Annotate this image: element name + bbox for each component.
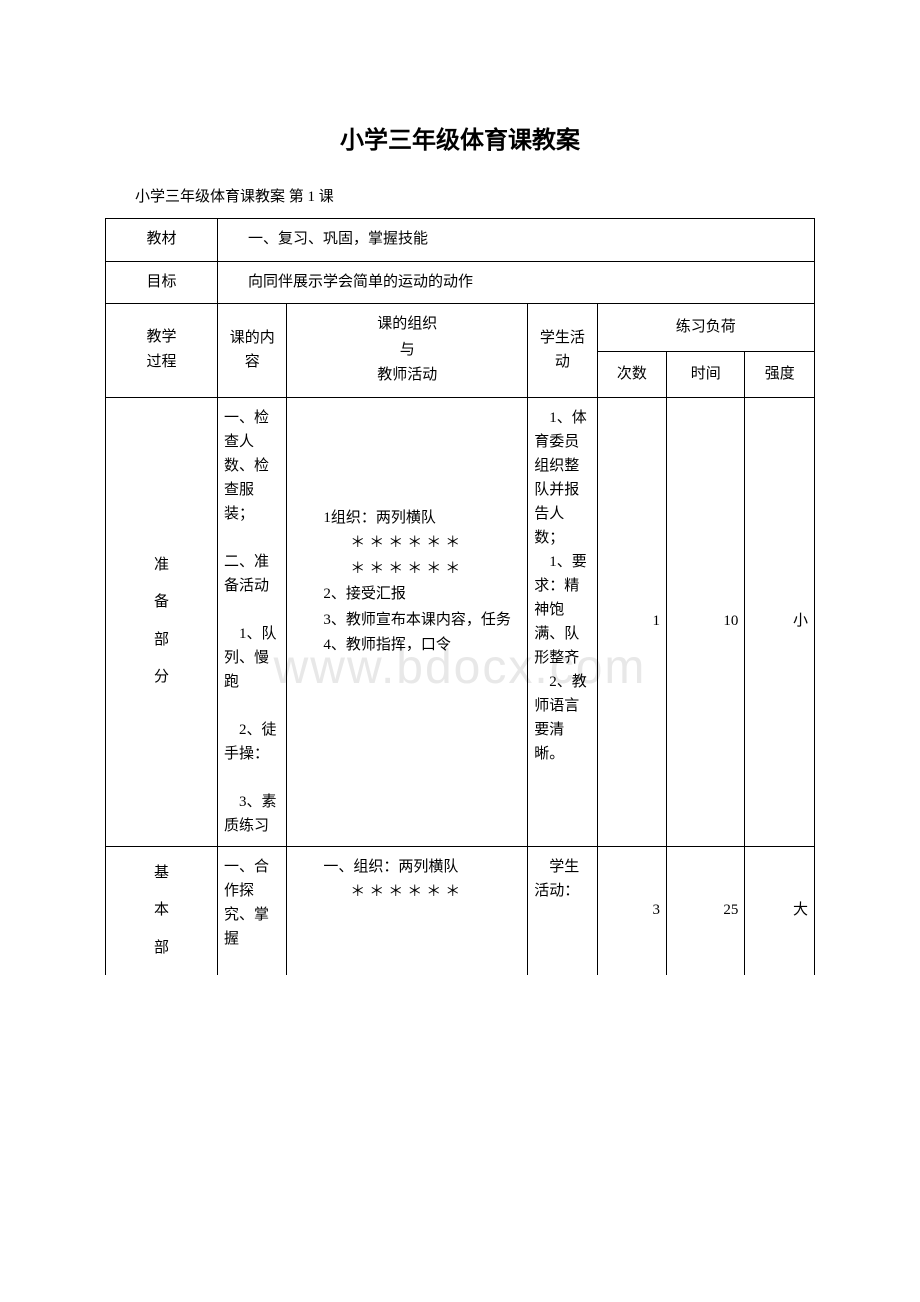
prep-org-item-3: 4、教师指挥，口令 xyxy=(293,633,521,659)
goal-value: 向同伴展示学会简单的运动的动作 xyxy=(217,261,814,304)
prep-count: 1 xyxy=(597,397,666,846)
content-header: 课的内容 xyxy=(217,304,286,398)
intensity-header: 强度 xyxy=(745,351,815,397)
activity-header: 学生活动 xyxy=(528,304,597,398)
material-value: 一、复习、巩固，掌握技能 xyxy=(217,219,814,262)
prep-organization: 1组织：两列横队 ＊＊＊＊＊＊ ＊＊＊＊＊＊ 2、接受汇报 3、教师宣布本课内容… xyxy=(287,397,528,846)
main-org-intro: 一、组织：两列横队 xyxy=(293,855,521,881)
prep-time: 10 xyxy=(667,397,745,846)
process-header: 教学 过程 xyxy=(106,304,218,398)
subtitle: 小学三年级体育课教案 第 1 课 xyxy=(105,185,815,206)
lesson-plan-table: 教材 一、复习、巩固，掌握技能 目标 向同伴展示学会简单的运动的动作 教学 过程… xyxy=(105,218,815,975)
prep-org-stars-2: ＊＊＊＊＊＊ xyxy=(293,557,521,583)
prep-org-intro: 1组织：两列横队 xyxy=(293,506,521,532)
load-header: 练习负荷 xyxy=(597,304,814,352)
prep-intensity: 小 xyxy=(745,397,815,846)
organization-header: 课的组织 与 教师活动 xyxy=(287,304,528,398)
page-title: 小学三年级体育课教案 xyxy=(105,120,815,155)
prep-org-stars-1: ＊＊＊＊＊＊ xyxy=(293,531,521,557)
material-label: 教材 xyxy=(106,219,218,262)
goal-label: 目标 xyxy=(106,261,218,304)
main-activity: 学生活动： xyxy=(528,846,597,975)
main-organization: 一、组织：两列横队 ＊＊＊＊＊＊ xyxy=(287,846,528,975)
prep-content: 一、检查人数、检查服装； 二、准备活动 1、队列、慢跑 2、徒手操： 3、素质练… xyxy=(217,397,286,846)
prep-label: 准 备 部 分 xyxy=(106,397,218,846)
goal-row: 目标 向同伴展示学会简单的运动的动作 xyxy=(106,261,815,304)
main-section-row: 基 本 部 一、合作探究、掌握 一、组织：两列横队 ＊＊＊＊＊＊ 学生活动： 3… xyxy=(106,846,815,975)
main-intensity: 大 xyxy=(745,846,815,975)
count-header: 次数 xyxy=(597,351,666,397)
prep-org-item-1: 2、接受汇报 xyxy=(293,582,521,608)
main-time: 25 xyxy=(667,846,745,975)
material-row: 教材 一、复习、巩固，掌握技能 xyxy=(106,219,815,262)
time-header: 时间 xyxy=(667,351,745,397)
main-label: 基 本 部 xyxy=(106,846,218,975)
main-count: 3 xyxy=(597,846,666,975)
prep-activity: 1、体育委员组织整队并报告人数； 1、要求：精神饱满、队形整齐 2、教师语言要清… xyxy=(528,397,597,846)
prep-section-row: 准 备 部 分 一、检查人数、检查服装； 二、准备活动 1、队列、慢跑 2、徒手… xyxy=(106,397,815,846)
main-org-stars-1: ＊＊＊＊＊＊ xyxy=(293,880,521,906)
prep-org-item-2: 3、教师宣布本课内容，任务 xyxy=(293,608,521,634)
column-header-row-1: 教学 过程 课的内容 课的组织 与 教师活动 学生活动 练习负荷 xyxy=(106,304,815,352)
main-content: 一、合作探究、掌握 xyxy=(217,846,286,975)
